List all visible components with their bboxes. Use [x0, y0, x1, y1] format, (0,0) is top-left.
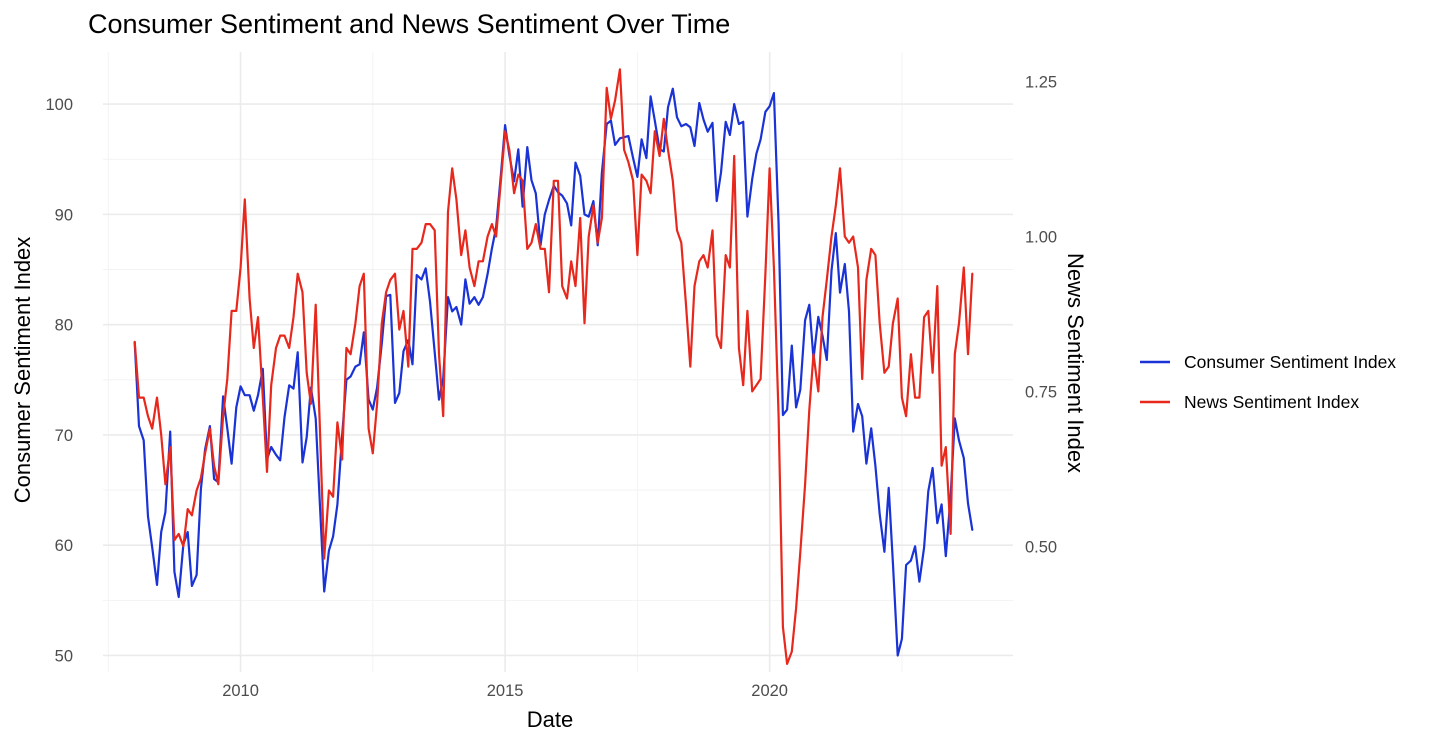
y-tick-label: 50 [55, 647, 73, 665]
x-tick-labels: 2010 2015 2020 [222, 682, 788, 700]
y-tick-label: 100 [45, 96, 73, 114]
y-axis-title-left: Consumer Sentiment Index [10, 237, 35, 504]
legend-label-consumer-sentiment: Consumer Sentiment Index [1184, 352, 1396, 372]
y-axis-title-right: News Sentiment Index [1063, 253, 1088, 473]
x-tick-label: 2015 [487, 682, 524, 700]
y-tick-label: 80 [55, 317, 73, 335]
series-lines [133, 68, 974, 665]
gridlines [103, 52, 1013, 672]
left-y-tick-labels: 50 60 70 80 90 100 [45, 96, 73, 665]
y-right-tick-label: 0.75 [1025, 383, 1057, 401]
y-right-tick-label: 1.00 [1025, 229, 1057, 247]
series-line-news-sentiment [133, 68, 974, 665]
x-tick-label: 2010 [222, 682, 259, 700]
x-axis-title: Date [527, 707, 573, 732]
y-tick-label: 70 [55, 427, 73, 445]
y-tick-label: 60 [55, 537, 73, 555]
chart-title: Consumer Sentiment and News Sentiment Ov… [88, 9, 730, 39]
legend-label-news-sentiment: News Sentiment Index [1184, 392, 1359, 412]
y-right-tick-label: 0.50 [1025, 538, 1057, 556]
right-y-tick-labels: 0.50 0.75 1.00 1.25 [1025, 74, 1057, 557]
y-right-tick-label: 1.25 [1025, 74, 1057, 92]
y-tick-label: 90 [55, 206, 73, 224]
x-tick-label: 2020 [751, 682, 788, 700]
legend: Consumer Sentiment Index News Sentiment … [1140, 352, 1396, 412]
